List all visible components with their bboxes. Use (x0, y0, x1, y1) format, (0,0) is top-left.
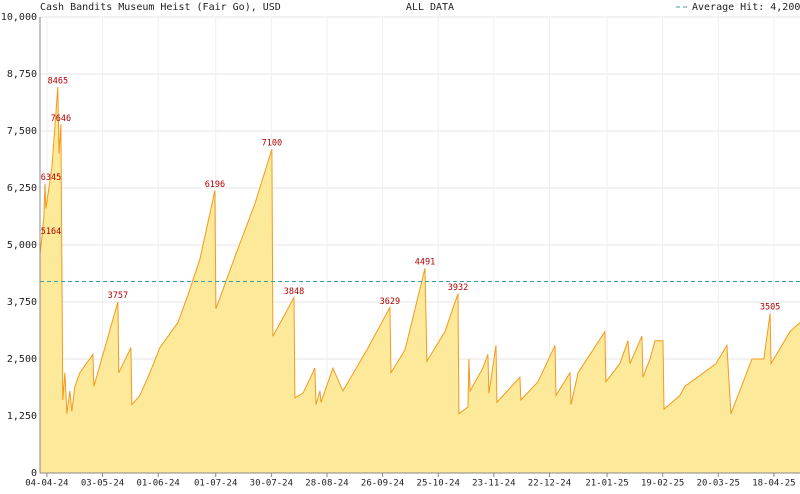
x-tick-label: 21-01-25 (585, 479, 628, 489)
x-tick-label: 01-07-24 (194, 479, 237, 489)
data-label: 3629 (380, 297, 400, 307)
data-label: 7646 (51, 114, 71, 124)
x-tick-label: 22-12-24 (528, 479, 571, 489)
data-label: 6196 (205, 180, 225, 190)
x-tick-label: 01-06-24 (136, 479, 179, 489)
y-tick-label: 10,000 (1, 12, 37, 23)
data-label: 7100 (262, 139, 282, 149)
x-tick-label: 18-04-25 (752, 479, 795, 489)
y-tick-label: 5,000 (7, 240, 37, 251)
data-label: 8465 (48, 76, 68, 86)
line (39, 86, 800, 415)
data-label: 5164 (41, 227, 61, 237)
data-label: 6345 (41, 173, 61, 183)
x-tick-label: 19-02-25 (641, 479, 684, 489)
data-label: 3757 (108, 291, 128, 301)
x-tick-label: 28-08-24 (305, 479, 348, 489)
chart-title: Cash Bandits Museum Heist (Fair Go), USD (40, 2, 281, 13)
x-tick-label: 04-04-24 (25, 479, 68, 489)
legend-label: Average Hit: 4,200 (692, 2, 800, 13)
x-tick-label: 30-07-24 (250, 479, 293, 489)
data-label: 4491 (415, 258, 435, 268)
x-tick-label: 23-11-24 (472, 479, 515, 489)
data-label: 3848 (284, 287, 304, 297)
y-tick-label: 7,500 (7, 126, 37, 137)
x-tick-label: 26-09-24 (361, 479, 404, 489)
y-tick-label: 1,250 (7, 411, 37, 422)
x-tick-label: 20-03-25 (697, 479, 740, 489)
x-tick-label: 25-10-24 (417, 479, 460, 489)
chart-subtitle: ALL DATA (406, 2, 454, 13)
data-label: 3932 (448, 283, 468, 293)
y-tick-label: 8,750 (7, 69, 37, 80)
data-label: 3505 (760, 303, 780, 313)
y-tick-label: 6,250 (7, 183, 37, 194)
x-tick-label: 03-05-24 (81, 479, 124, 489)
y-tick-label: 2,500 (7, 354, 37, 365)
y-tick-label: 3,750 (7, 297, 37, 308)
y-tick-label: 0 (31, 468, 37, 479)
